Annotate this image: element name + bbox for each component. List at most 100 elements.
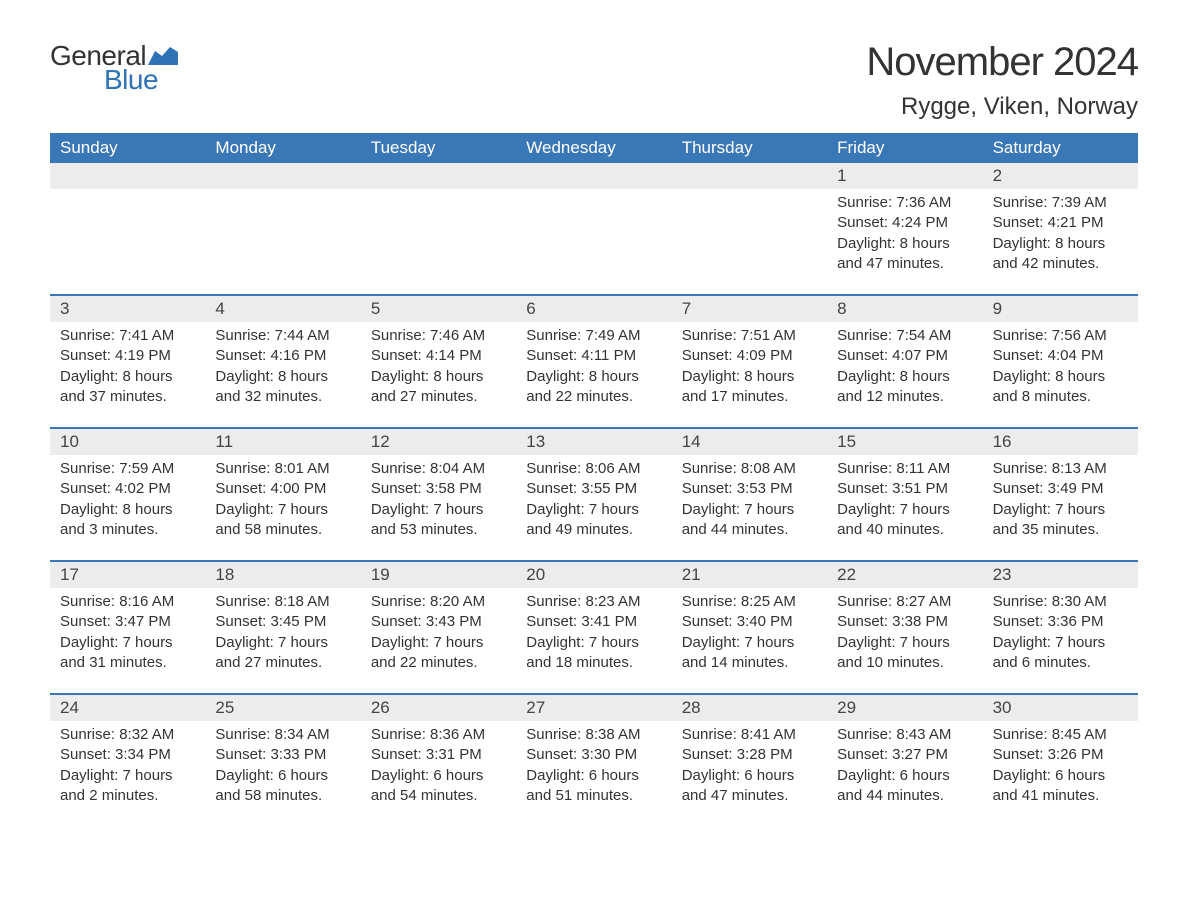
- sunset-text: Sunset: 3:53 PM: [682, 479, 817, 499]
- day-content: Sunrise: 7:59 AMSunset: 4:02 PMDaylight:…: [50, 455, 205, 544]
- sunrise-text: Sunrise: 8:27 AM: [837, 592, 972, 612]
- empty-day-bar: [516, 163, 671, 189]
- sunrise-text: Sunrise: 7:59 AM: [60, 459, 195, 479]
- header: General Blue November 2024 Rygge, Viken,…: [50, 40, 1138, 121]
- day-content: Sunrise: 8:30 AMSunset: 3:36 PMDaylight:…: [983, 588, 1138, 677]
- day-number: 29: [827, 695, 982, 721]
- day-content: Sunrise: 8:16 AMSunset: 3:47 PMDaylight:…: [50, 588, 205, 677]
- sunset-text: Sunset: 4:21 PM: [993, 213, 1128, 233]
- daylight-text-line1: Daylight: 7 hours: [215, 500, 350, 520]
- daylight-text-line2: and 41 minutes.: [993, 786, 1128, 806]
- day-cell: 16Sunrise: 8:13 AMSunset: 3:49 PMDayligh…: [983, 429, 1138, 544]
- daylight-text-line1: Daylight: 7 hours: [993, 633, 1128, 653]
- day-content: Sunrise: 8:25 AMSunset: 3:40 PMDaylight:…: [672, 588, 827, 677]
- sunrise-text: Sunrise: 8:13 AM: [993, 459, 1128, 479]
- day-content: Sunrise: 7:44 AMSunset: 4:16 PMDaylight:…: [205, 322, 360, 411]
- day-number: 16: [983, 429, 1138, 455]
- daylight-text-line2: and 22 minutes.: [526, 387, 661, 407]
- logo: General Blue: [50, 40, 178, 96]
- day-content: Sunrise: 8:27 AMSunset: 3:38 PMDaylight:…: [827, 588, 982, 677]
- daylight-text-line1: Daylight: 7 hours: [371, 500, 506, 520]
- daylight-text-line1: Daylight: 8 hours: [837, 367, 972, 387]
- daylight-text-line2: and 6 minutes.: [993, 653, 1128, 673]
- day-cell: 2Sunrise: 7:39 AMSunset: 4:21 PMDaylight…: [983, 163, 1138, 278]
- title-block: November 2024 Rygge, Viken, Norway: [866, 40, 1138, 121]
- daylight-text-line1: Daylight: 7 hours: [682, 500, 817, 520]
- day-cell: 4Sunrise: 7:44 AMSunset: 4:16 PMDaylight…: [205, 296, 360, 411]
- day-content: Sunrise: 7:56 AMSunset: 4:04 PMDaylight:…: [983, 322, 1138, 411]
- day-cell: 29Sunrise: 8:43 AMSunset: 3:27 PMDayligh…: [827, 695, 982, 810]
- day-content: Sunrise: 7:41 AMSunset: 4:19 PMDaylight:…: [50, 322, 205, 411]
- sunset-text: Sunset: 4:24 PM: [837, 213, 972, 233]
- day-cell: [516, 163, 671, 278]
- sunrise-text: Sunrise: 7:54 AM: [837, 326, 972, 346]
- day-content: Sunrise: 8:41 AMSunset: 3:28 PMDaylight:…: [672, 721, 827, 810]
- weekday-header-row: SundayMondayTuesdayWednesdayThursdayFrid…: [50, 133, 1138, 163]
- day-cell: 3Sunrise: 7:41 AMSunset: 4:19 PMDaylight…: [50, 296, 205, 411]
- day-number: 24: [50, 695, 205, 721]
- daylight-text-line2: and 44 minutes.: [837, 786, 972, 806]
- day-cell: [361, 163, 516, 278]
- daylight-text-line2: and 8 minutes.: [993, 387, 1128, 407]
- day-number: 20: [516, 562, 671, 588]
- calendar: SundayMondayTuesdayWednesdayThursdayFrid…: [50, 133, 1138, 810]
- sunrise-text: Sunrise: 8:23 AM: [526, 592, 661, 612]
- daylight-text-line2: and 17 minutes.: [682, 387, 817, 407]
- daylight-text-line1: Daylight: 7 hours: [60, 766, 195, 786]
- week-row: 1Sunrise: 7:36 AMSunset: 4:24 PMDaylight…: [50, 163, 1138, 278]
- daylight-text-line1: Daylight: 6 hours: [526, 766, 661, 786]
- day-cell: [50, 163, 205, 278]
- day-content: Sunrise: 7:54 AMSunset: 4:07 PMDaylight:…: [827, 322, 982, 411]
- day-cell: 11Sunrise: 8:01 AMSunset: 4:00 PMDayligh…: [205, 429, 360, 544]
- day-number: 6: [516, 296, 671, 322]
- day-cell: 23Sunrise: 8:30 AMSunset: 3:36 PMDayligh…: [983, 562, 1138, 677]
- sunset-text: Sunset: 3:26 PM: [993, 745, 1128, 765]
- weekday-header-cell: Monday: [205, 133, 360, 163]
- day-number: 27: [516, 695, 671, 721]
- sunset-text: Sunset: 3:38 PM: [837, 612, 972, 632]
- sunset-text: Sunset: 3:58 PM: [371, 479, 506, 499]
- daylight-text-line2: and 31 minutes.: [60, 653, 195, 673]
- day-number: 15: [827, 429, 982, 455]
- empty-day-bar: [361, 163, 516, 189]
- daylight-text-line2: and 47 minutes.: [837, 254, 972, 274]
- daylight-text-line2: and 51 minutes.: [526, 786, 661, 806]
- day-number: 5: [361, 296, 516, 322]
- day-cell: 7Sunrise: 7:51 AMSunset: 4:09 PMDaylight…: [672, 296, 827, 411]
- daylight-text-line1: Daylight: 6 hours: [215, 766, 350, 786]
- day-cell: 30Sunrise: 8:45 AMSunset: 3:26 PMDayligh…: [983, 695, 1138, 810]
- day-number: 8: [827, 296, 982, 322]
- sunrise-text: Sunrise: 7:36 AM: [837, 193, 972, 213]
- sunrise-text: Sunrise: 8:34 AM: [215, 725, 350, 745]
- daylight-text-line1: Daylight: 7 hours: [526, 500, 661, 520]
- sunrise-text: Sunrise: 7:56 AM: [993, 326, 1128, 346]
- sunrise-text: Sunrise: 8:16 AM: [60, 592, 195, 612]
- daylight-text-line1: Daylight: 7 hours: [371, 633, 506, 653]
- day-cell: 6Sunrise: 7:49 AMSunset: 4:11 PMDaylight…: [516, 296, 671, 411]
- day-cell: 28Sunrise: 8:41 AMSunset: 3:28 PMDayligh…: [672, 695, 827, 810]
- day-number: 30: [983, 695, 1138, 721]
- sunrise-text: Sunrise: 8:41 AM: [682, 725, 817, 745]
- daylight-text-line1: Daylight: 7 hours: [60, 633, 195, 653]
- sunset-text: Sunset: 3:45 PM: [215, 612, 350, 632]
- daylight-text-line1: Daylight: 7 hours: [215, 633, 350, 653]
- sunrise-text: Sunrise: 8:18 AM: [215, 592, 350, 612]
- day-content: Sunrise: 8:13 AMSunset: 3:49 PMDaylight:…: [983, 455, 1138, 544]
- month-title: November 2024: [866, 40, 1138, 85]
- daylight-text-line1: Daylight: 7 hours: [837, 500, 972, 520]
- daylight-text-line2: and 27 minutes.: [371, 387, 506, 407]
- empty-day-bar: [205, 163, 360, 189]
- sunrise-text: Sunrise: 8:06 AM: [526, 459, 661, 479]
- day-content: Sunrise: 7:51 AMSunset: 4:09 PMDaylight:…: [672, 322, 827, 411]
- daylight-text-line2: and 53 minutes.: [371, 520, 506, 540]
- week-row: 24Sunrise: 8:32 AMSunset: 3:34 PMDayligh…: [50, 693, 1138, 810]
- sunset-text: Sunset: 4:00 PM: [215, 479, 350, 499]
- day-content: Sunrise: 7:46 AMSunset: 4:14 PMDaylight:…: [361, 322, 516, 411]
- daylight-text-line1: Daylight: 6 hours: [837, 766, 972, 786]
- day-content: Sunrise: 8:34 AMSunset: 3:33 PMDaylight:…: [205, 721, 360, 810]
- sunset-text: Sunset: 4:11 PM: [526, 346, 661, 366]
- daylight-text-line2: and 44 minutes.: [682, 520, 817, 540]
- daylight-text-line2: and 2 minutes.: [60, 786, 195, 806]
- sunset-text: Sunset: 4:09 PM: [682, 346, 817, 366]
- day-content: Sunrise: 7:39 AMSunset: 4:21 PMDaylight:…: [983, 189, 1138, 278]
